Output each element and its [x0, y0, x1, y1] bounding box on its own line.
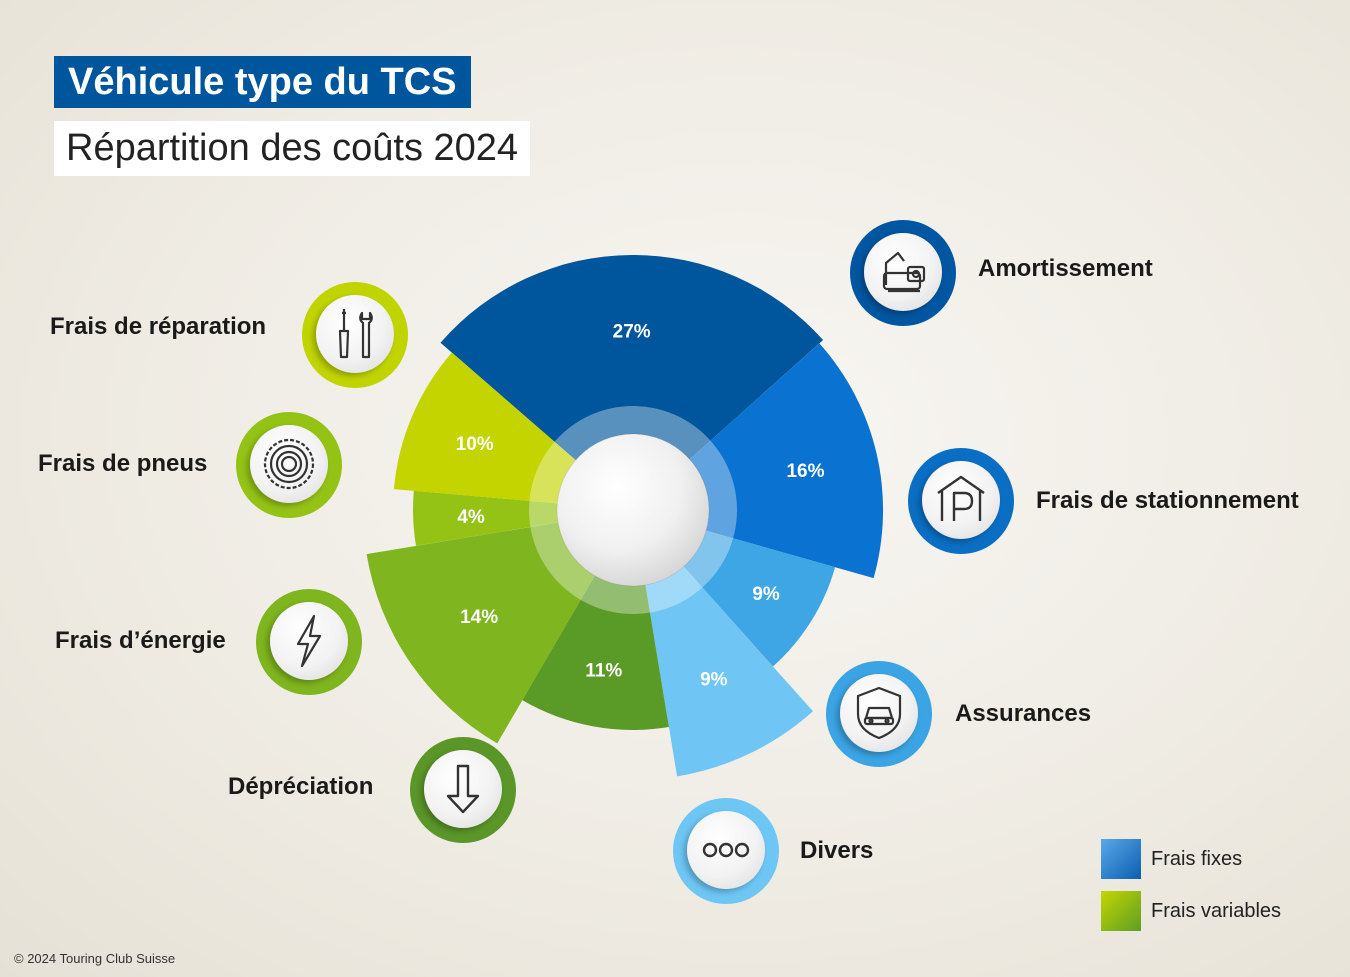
slice-5: [366, 510, 633, 744]
value-label-7: 10%: [456, 434, 494, 455]
value-label-4: 11%: [585, 660, 622, 681]
value-label-3: 9%: [700, 670, 728, 691]
divers-badge: [673, 798, 779, 904]
legend-swatch-frais-variables: [1101, 891, 1141, 931]
car-documents-icon: [864, 233, 942, 311]
reparation-badge: [302, 282, 408, 388]
depreciation-badge: [410, 737, 516, 843]
copyright: © 2024 Touring Club Suisse: [14, 951, 176, 966]
label-frais-de-stationnement: Frais de stationnement: [1036, 487, 1299, 514]
slice-6: [412, 490, 633, 546]
value-label-6: 4%: [457, 507, 485, 528]
tire-icon: [250, 425, 328, 503]
value-label-5: 14%: [460, 607, 498, 628]
slice-0: [440, 254, 824, 510]
amortissement-badge: [850, 220, 956, 326]
value-labels-group: 27% 16% 9% 9% 11% 14% 4% 10%: [456, 322, 825, 691]
value-label-1: 16%: [786, 461, 824, 482]
value-label-0: 27%: [613, 322, 651, 343]
car-shield-icon: [840, 674, 918, 752]
hub-center: [556, 433, 710, 587]
legend-label-frais-variables: Frais variables: [1151, 900, 1282, 922]
lightning-icon: [270, 602, 348, 680]
label-depreciation: Dépréciation: [228, 773, 374, 800]
parking-icon: [922, 461, 1000, 539]
label-frais-de-pneus: Frais de pneus: [38, 450, 208, 477]
chart-title: Véhicule type du TCS: [54, 56, 471, 108]
tools-icon: [316, 295, 394, 373]
slice-3: [633, 510, 813, 777]
chart-subtitle: Répartition des coûts 2024: [54, 121, 531, 176]
label-amortissement: Amortissement: [978, 255, 1153, 282]
assurances-badge: [826, 661, 932, 767]
label-frais-denergie: Frais d’énergie: [55, 627, 226, 654]
pneus-badge: [236, 412, 342, 518]
arrow-down-icon: [424, 750, 502, 828]
legend-swatch-frais-fixes: [1101, 839, 1141, 879]
label-assurances: Assurances: [955, 700, 1092, 727]
value-label-2: 9%: [752, 584, 780, 605]
more-dots-icon: [687, 811, 765, 889]
label-divers: Divers: [800, 837, 874, 864]
legend-label-frais-fixes: Frais fixes: [1151, 848, 1243, 870]
energie-badge: [256, 589, 362, 695]
stationnement-badge: [908, 448, 1014, 554]
label-frais-de-reparation: Frais de réparation: [50, 313, 267, 340]
